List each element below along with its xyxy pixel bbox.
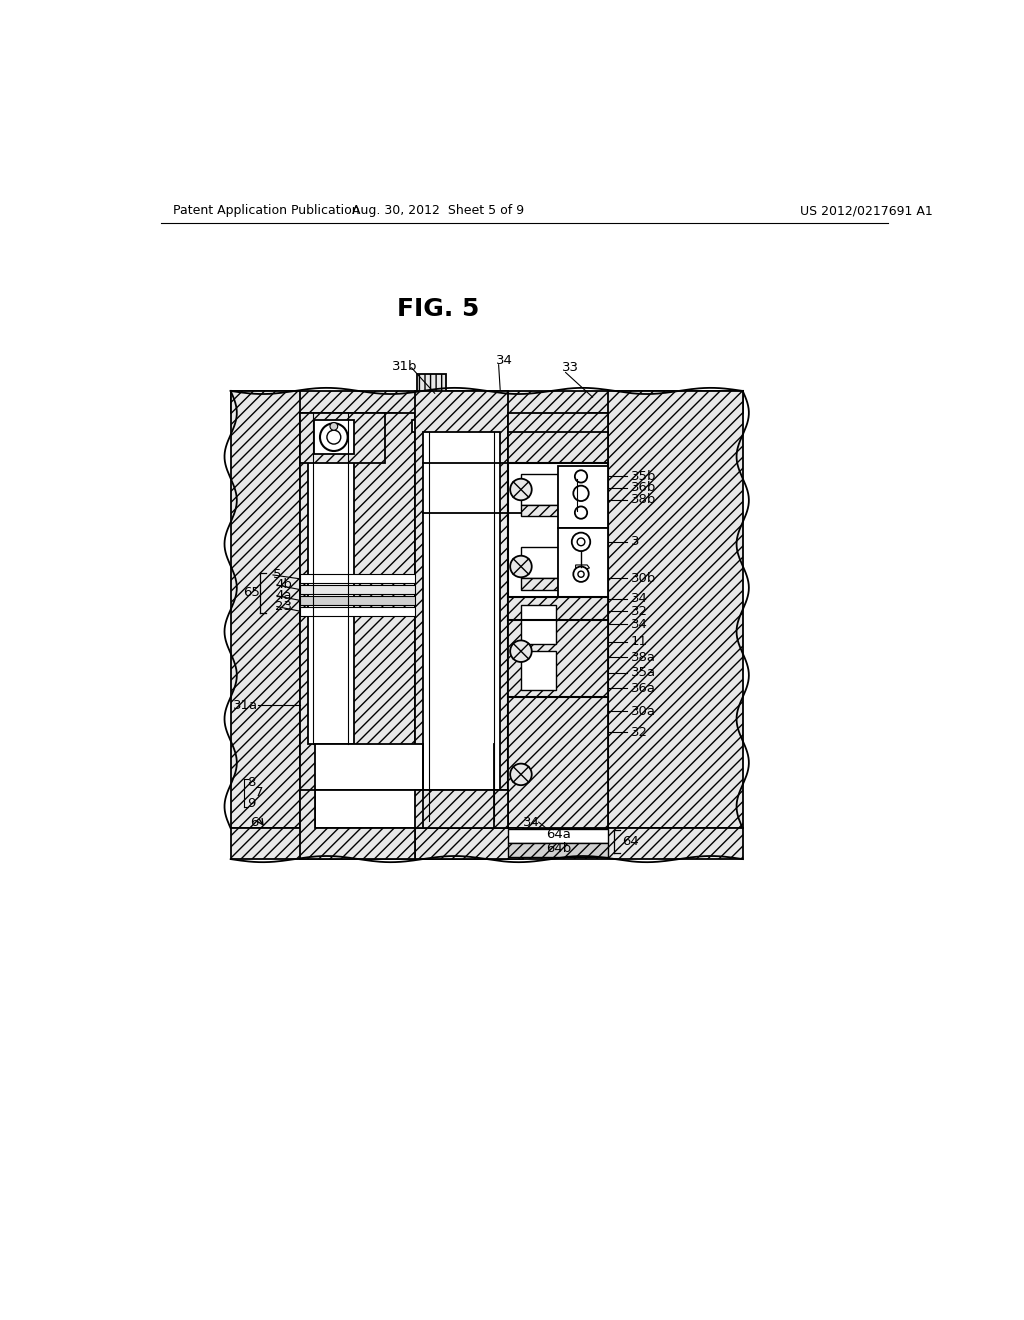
Text: 4a: 4a [275,589,292,602]
Polygon shape [521,506,558,516]
Text: 38a: 38a [631,651,656,664]
Circle shape [510,556,531,577]
Bar [521,605,556,644]
Circle shape [578,539,585,545]
Text: 23: 23 [275,601,292,612]
Bar [423,821,500,859]
Text: 5: 5 [273,569,282,582]
Text: 35b: 35b [631,470,656,483]
Text: 31a: 31a [233,698,258,711]
Bar [307,412,354,743]
Polygon shape [416,391,508,829]
Polygon shape [608,391,742,829]
Polygon shape [300,412,416,829]
Polygon shape [412,420,453,432]
Polygon shape [300,412,385,462]
Circle shape [510,479,531,500]
Text: 32: 32 [631,726,648,739]
Text: 34: 34 [631,618,648,631]
Text: 36a: 36a [631,681,656,694]
Polygon shape [508,697,608,829]
Circle shape [330,422,338,430]
Polygon shape [417,374,446,422]
Circle shape [573,486,589,502]
Circle shape [578,572,584,577]
Polygon shape [230,391,300,829]
Polygon shape [521,632,558,667]
Text: 8: 8 [248,776,256,788]
Bar [508,462,608,809]
Circle shape [574,507,587,519]
Text: US 2012/0217691 A1: US 2012/0217691 A1 [801,205,933,218]
Bar [313,420,354,454]
Circle shape [573,566,589,582]
Bar [521,651,556,689]
Text: 65: 65 [243,586,260,599]
Text: 4b: 4b [275,578,292,591]
Text: 34: 34 [497,354,513,367]
Bar [300,607,416,615]
Text: 31b: 31b [392,360,418,372]
Polygon shape [558,528,608,597]
Text: 34: 34 [631,593,648,606]
Text: 64a: 64a [547,828,571,841]
Polygon shape [230,829,742,859]
Text: 9: 9 [248,797,256,810]
Text: 7: 7 [255,787,264,800]
Text: 34: 34 [522,816,540,829]
Polygon shape [558,466,608,528]
Polygon shape [521,578,558,590]
Polygon shape [521,667,558,682]
Text: 30b: 30b [631,572,656,585]
Bar [508,843,608,857]
Bar [300,595,416,605]
Bar [423,432,500,821]
Bar [300,574,416,583]
Text: 32: 32 [631,605,648,618]
Polygon shape [230,391,742,422]
Text: Aug. 30, 2012  Sheet 5 of 9: Aug. 30, 2012 Sheet 5 of 9 [352,205,524,218]
Circle shape [510,640,531,663]
Text: FIG. 5: FIG. 5 [397,297,480,321]
Circle shape [571,533,590,552]
Polygon shape [300,789,416,859]
Polygon shape [508,412,608,462]
Circle shape [319,424,348,451]
Polygon shape [416,829,523,859]
Text: 6: 6 [250,816,258,829]
Bar [300,585,416,594]
Polygon shape [508,597,608,697]
Text: 36b: 36b [631,482,656,495]
Circle shape [574,470,587,483]
Polygon shape [416,789,508,829]
Text: 64: 64 [622,834,639,847]
Circle shape [327,430,341,444]
Bar [315,743,423,789]
Text: 11: 11 [631,635,648,648]
Circle shape [510,763,531,785]
Text: Patent Application Publication: Patent Application Publication [173,205,359,218]
Text: 33: 33 [562,362,579,375]
Text: 35a: 35a [631,667,656,680]
Text: 3: 3 [631,536,640,548]
Text: 64b: 64b [547,842,571,855]
Polygon shape [521,474,558,506]
Polygon shape [416,789,508,829]
Bar [315,789,423,829]
Text: 38b: 38b [631,492,656,506]
Text: 30a: 30a [631,705,656,718]
Polygon shape [575,565,590,570]
Polygon shape [521,548,558,578]
Bar [508,829,608,843]
